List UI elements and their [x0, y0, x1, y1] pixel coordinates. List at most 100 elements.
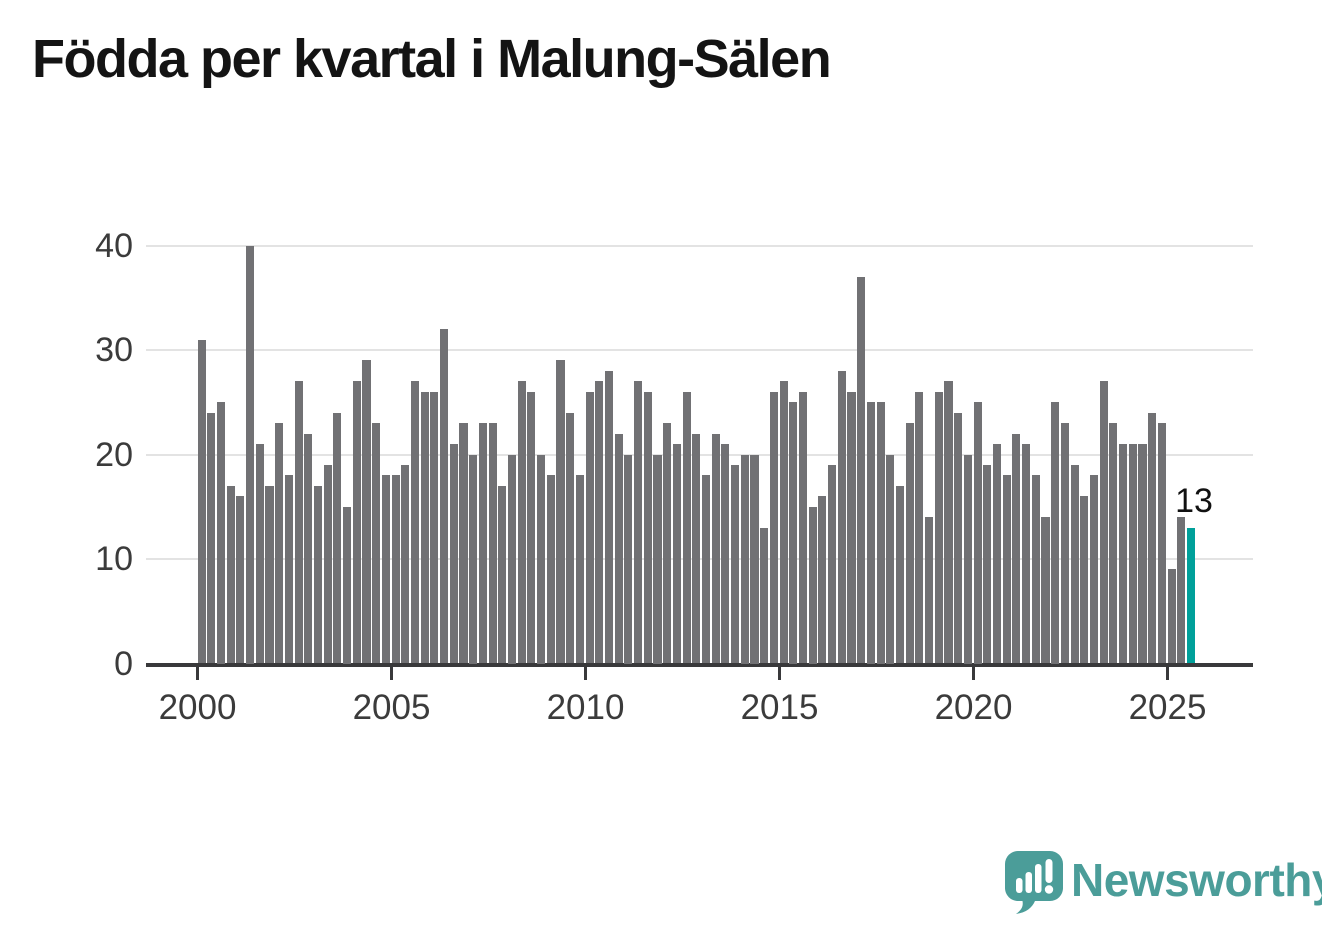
- bar: [546, 475, 555, 664]
- bar: [701, 475, 711, 664]
- bar: [352, 381, 361, 664]
- bar: [391, 475, 400, 664]
- gridline-y-40: [146, 244, 1253, 247]
- bar: [1031, 475, 1040, 664]
- y-axis-tick-label-20: 20: [95, 435, 133, 474]
- newsworthy-branding: Newsworthy: [1005, 851, 1322, 921]
- gridline-y-30: [146, 349, 1253, 351]
- last-bar-value-label: 13: [1175, 481, 1213, 520]
- x-axis-tick-label-2005: 2005: [352, 687, 431, 727]
- bar: [1157, 423, 1166, 664]
- bar: [527, 391, 536, 664]
- bar: [507, 454, 517, 664]
- chart-title: Födda per kvartal i Malung-Sälen: [32, 29, 832, 89]
- bar: [925, 517, 934, 664]
- bar-highlighted: [1186, 527, 1196, 664]
- y-axis-tick-label-10: 10: [95, 540, 133, 578]
- bar: [711, 433, 720, 664]
- bar: [1099, 381, 1108, 664]
- bar: [1128, 444, 1137, 664]
- bar: [1167, 569, 1176, 664]
- bar: [789, 402, 798, 664]
- x-axis-tick-label-2000: 2000: [158, 687, 237, 727]
- bar: [420, 391, 429, 664]
- bar: [944, 381, 953, 664]
- bar: [537, 454, 546, 664]
- bar: [721, 444, 730, 664]
- bar: [760, 527, 769, 664]
- newsworthy-speech-bubble-bar-chart-icon: [1005, 851, 1063, 914]
- x-axis-tick-2010: [584, 666, 587, 680]
- bar: [430, 391, 439, 664]
- bar: [226, 485, 235, 664]
- bar: [1012, 433, 1021, 664]
- bar: [905, 423, 914, 664]
- bar: [469, 454, 478, 664]
- bar: [604, 370, 614, 664]
- bar: [624, 454, 633, 664]
- bar: [585, 391, 594, 664]
- newsworthy-wordmark: Newsworthy: [1071, 854, 1322, 906]
- bar: [323, 464, 332, 664]
- bar: [634, 381, 643, 664]
- bar: [818, 496, 827, 664]
- bar: [828, 464, 837, 664]
- y-axis-tick-label-40: 40: [95, 226, 133, 265]
- bar: [857, 276, 866, 664]
- x-axis-baseline: [146, 662, 1253, 667]
- bar: [1080, 496, 1089, 664]
- bar: [983, 464, 992, 664]
- bar: [963, 454, 972, 664]
- bar: [401, 464, 410, 664]
- bar: [1041, 517, 1050, 664]
- bar: [517, 381, 526, 664]
- bar: [566, 412, 575, 664]
- bar: [1002, 475, 1011, 664]
- bar: [246, 245, 255, 664]
- bar: [1060, 423, 1069, 664]
- bar: [459, 423, 468, 664]
- bar: [769, 391, 778, 664]
- bar: [255, 444, 264, 664]
- bar: [798, 391, 808, 664]
- bar: [992, 444, 1002, 664]
- x-axis-tick-2015: [778, 666, 781, 680]
- bar: [265, 485, 274, 664]
- bar: [449, 444, 458, 664]
- bar: [575, 475, 584, 664]
- bar: [362, 360, 371, 664]
- bar: [837, 370, 846, 664]
- x-axis-tick-2025: [1166, 666, 1169, 680]
- bar: [313, 485, 323, 664]
- bar: [682, 391, 691, 664]
- x-axis-tick-label-2015: 2015: [740, 687, 819, 727]
- bar: [614, 433, 623, 664]
- x-axis-tick-2000: [196, 666, 199, 680]
- bar: [808, 506, 817, 664]
- x-axis-tick-label-2010: 2010: [546, 687, 625, 727]
- bar: [556, 360, 565, 664]
- bar: [973, 402, 982, 664]
- bar: [731, 464, 740, 664]
- bar: [372, 423, 381, 664]
- bar: [954, 412, 963, 664]
- bar: [488, 423, 497, 664]
- bar: [876, 402, 885, 664]
- bar: [207, 412, 216, 664]
- bar: [216, 402, 226, 664]
- y-axis-tick-label-0: 0: [114, 644, 133, 683]
- bar: [440, 329, 449, 664]
- bar: [478, 423, 487, 664]
- bar: [692, 433, 701, 664]
- bar: [381, 475, 390, 664]
- bar: [304, 433, 313, 664]
- bar: [886, 454, 895, 664]
- x-axis-tick-label-2020: 2020: [934, 687, 1013, 727]
- bar: [1138, 444, 1147, 664]
- x-axis-tick-2020: [972, 666, 975, 680]
- bar: [915, 391, 924, 664]
- bar: [284, 475, 293, 664]
- x-axis-tick-2005: [390, 666, 393, 680]
- bar: [740, 454, 749, 664]
